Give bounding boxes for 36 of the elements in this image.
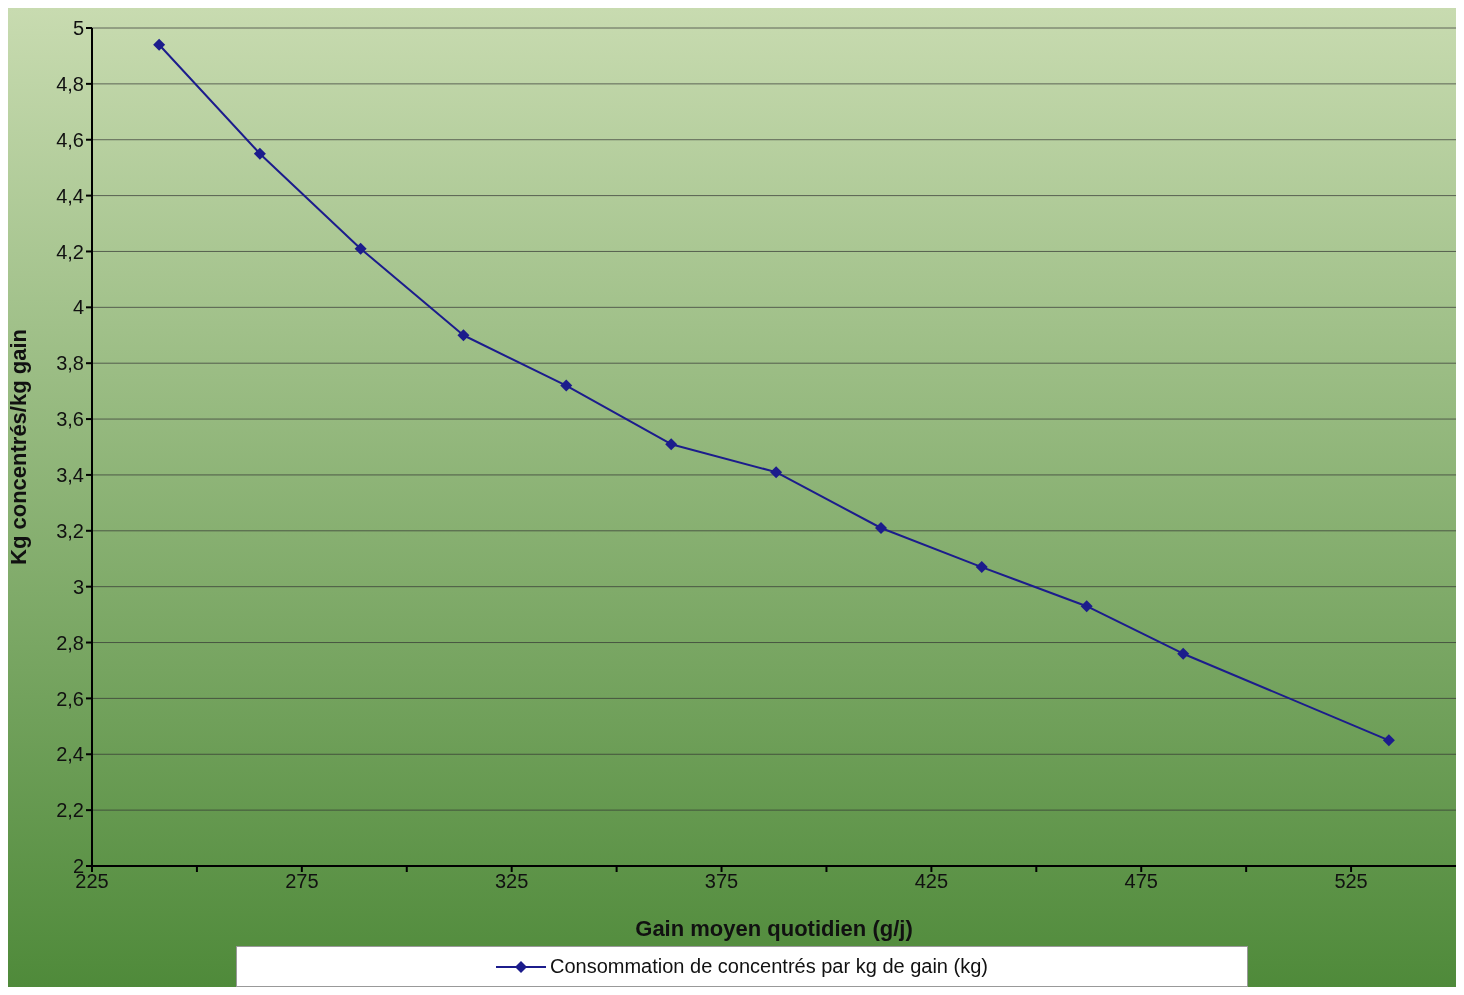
- point: [1382, 734, 1395, 747]
- y-tick-label: 4,4: [56, 184, 84, 207]
- y-axis-title: Kg concentrés/kg gain: [5, 329, 31, 565]
- x-tick-label: 525: [1334, 870, 1368, 893]
- y-tick-label: 2,8: [56, 631, 84, 654]
- x-axis-title: Gain moyen quotidien (g/j): [635, 916, 913, 941]
- point: [253, 147, 266, 160]
- y-tick-label: 3,8: [56, 352, 84, 375]
- point: [354, 242, 367, 255]
- point: [153, 38, 166, 51]
- y-tick-label: 4,2: [56, 240, 84, 263]
- point: [1177, 647, 1190, 660]
- y-tick-label: 2,4: [56, 743, 84, 766]
- y-tick-label: 3,6: [56, 408, 84, 431]
- y-tick-label: 4: [72, 296, 84, 319]
- y-tick-label: 3,4: [56, 464, 84, 487]
- y-tick-label: 5: [72, 17, 84, 40]
- x-tick-label: 325: [495, 870, 529, 893]
- y-tick-label: 2,6: [56, 687, 84, 710]
- x-tick-label: 275: [285, 870, 319, 893]
- y-tick-label: 4,6: [56, 128, 84, 151]
- point: [560, 379, 573, 392]
- y-tick-label: 4,8: [56, 72, 84, 95]
- y-tick-label: 2,2: [56, 799, 84, 822]
- legend-label: Consommation de concentrés par kg de gain (kg): [549, 955, 988, 978]
- point: [1080, 600, 1093, 613]
- x-tick-label: 425: [914, 870, 949, 893]
- point: [875, 522, 888, 535]
- x-tick-label: 475: [1124, 870, 1158, 893]
- point: [770, 466, 783, 479]
- x-tick-label: 375: [704, 870, 739, 893]
- y-tick-label: 3,2: [56, 519, 84, 542]
- point: [457, 329, 470, 342]
- y-tick-label: 3: [72, 575, 84, 598]
- point: [665, 438, 678, 451]
- point: [975, 561, 988, 574]
